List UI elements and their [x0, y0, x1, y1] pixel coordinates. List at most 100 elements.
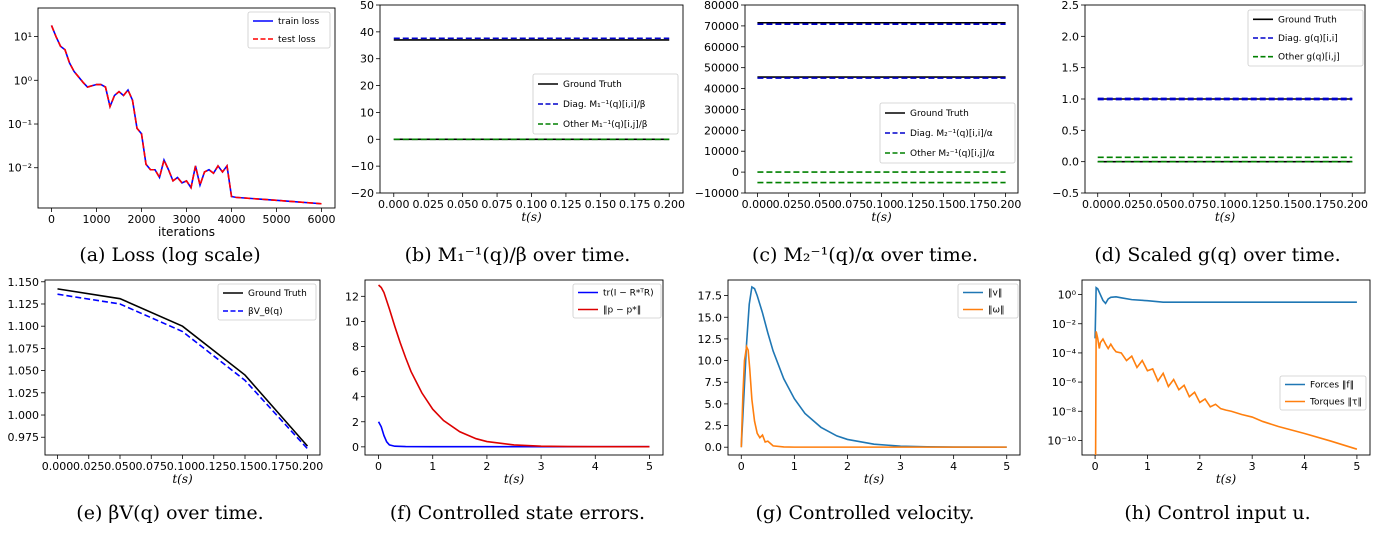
caption-h: (h) Control input u.	[1124, 502, 1311, 524]
series-line--	[740, 343, 1007, 448]
caption-a: (a) Loss (log scale)	[79, 244, 261, 266]
x-tick-label: 0	[738, 460, 745, 473]
panel-e: 0.000 0.025 0.050 0.075 0.100 0.125 0.150 0.175…	[0, 272, 340, 533]
legend-label: test loss	[278, 35, 316, 45]
legend-label: Diag. M₁⁻¹(q)[i,i]/β	[563, 100, 646, 110]
x-tick-label: 4000	[218, 213, 246, 226]
x-tick-label: 0.100	[516, 198, 548, 211]
legend-label: tr(I − R*ᵀR)	[603, 289, 654, 299]
y-tick-label: 10⁻²	[1052, 318, 1076, 331]
x-tick-label: 0.125	[198, 460, 230, 473]
chart-b: 0.000 0.025 0.050 0.075 0.100 0.125 0.150 0.175…	[351, 0, 685, 224]
y-tick-label: 8	[352, 340, 359, 353]
x-tick-label: 0.100	[167, 460, 199, 473]
y-tick-label: 70000	[704, 20, 739, 33]
y-tick-label: 10⁻⁶	[1052, 376, 1077, 389]
chart-c: 0.000 0.025 0.050 0.075 0.100 0.125 0.150 0.175…	[695, 0, 1022, 224]
x-tick-label: 0.125	[897, 198, 929, 211]
legend-label: Forces ‖f‖	[1310, 381, 1354, 391]
x-tick-label: 0	[48, 213, 55, 226]
y-tick-label: 10⁻¹⁰	[1047, 434, 1076, 447]
x-tick-label: 4	[950, 460, 957, 473]
y-tick-label: 10⁻⁸	[1052, 405, 1077, 418]
x-tick-label: 0.000	[42, 460, 74, 473]
x-axis-label: t(s)	[1215, 210, 1236, 224]
legend-label: Other M₂⁻¹(q)[i,j]/α	[910, 149, 995, 159]
chart-h: 0 1 2 3 4 5 10⁻¹⁰ 10⁻⁸ 10⁻⁶ 10⁻⁴ 10⁻² 10⁰ t(s) Forces…	[1047, 279, 1371, 486]
legend-box	[1247, 9, 1364, 67]
caption-c: (c) M₂⁻¹(q)/α over time.	[751, 244, 979, 266]
legend-label: Ground Truth	[910, 109, 969, 119]
x-tick-label: 5000	[263, 213, 291, 226]
x-tick-label: 5	[1003, 460, 1010, 473]
x-tick-label: 0.050	[1146, 198, 1178, 211]
x-tick-label: 3000	[173, 213, 201, 226]
series-line-ground-truth	[57, 288, 309, 447]
panel-d: 0.000 0.025 0.050 0.075 0.100 0.125 0.150 0.175…	[1040, 0, 1395, 275]
plot-frame	[1081, 279, 1371, 456]
x-tick-label: 3	[538, 460, 545, 473]
y-tick-label: 0.975	[8, 431, 40, 444]
y-tick-label: 50000	[704, 62, 739, 75]
y-tick-label: 1.5	[1062, 62, 1080, 75]
x-tick-label: 0.100	[866, 198, 898, 211]
y-tick-label: 5.0	[705, 398, 723, 411]
y-tick-label: 0	[352, 441, 359, 454]
legend-label: train loss	[278, 17, 320, 27]
legend-label: βV_θ(q)	[248, 307, 283, 317]
caption-f: (f) Controlled state errors.	[389, 502, 646, 524]
x-tick-label: 5	[1353, 460, 1360, 473]
x-tick-label: 0.175	[959, 198, 991, 211]
x-axis-label: t(s)	[172, 472, 193, 486]
chart-e: 0.000 0.025 0.050 0.075 0.100 0.125 0.150 0.175…	[8, 276, 324, 486]
legend-label: ‖v‖	[988, 289, 1002, 299]
y-tick-label: 0.0	[1062, 156, 1080, 169]
y-tick-label: 1.075	[8, 342, 40, 355]
x-tick-label: 0.150	[928, 198, 960, 211]
y-tick-label: 7.5	[705, 376, 723, 389]
x-tick-label: 1000	[83, 213, 111, 226]
x-tick-label: 0.050	[447, 198, 479, 211]
y-tick-label: −10	[351, 160, 374, 173]
y-tick-label: 10	[345, 315, 359, 328]
x-tick-label: 3	[897, 460, 904, 473]
legend-label: Ground Truth	[248, 289, 307, 299]
x-tick-label: 0.025	[773, 198, 805, 211]
x-tick-label: 0	[1092, 460, 1099, 473]
x-axis-label: t(s)	[1216, 472, 1237, 486]
x-tick-label: 0.175	[261, 460, 293, 473]
legend-label: ‖p − p*‖	[603, 306, 641, 316]
legend-label: Other M₁⁻¹(q)[i,j]/β	[563, 120, 648, 130]
y-tick-label: −20	[351, 187, 374, 200]
y-tick-label: 1.0	[1062, 93, 1080, 106]
y-tick-label: 80000	[704, 0, 739, 12]
legend-box	[532, 73, 679, 135]
x-tick-label: 0.000	[378, 198, 410, 211]
legend-label: Ground Truth	[1278, 15, 1337, 25]
y-tick-label: 0	[732, 166, 739, 179]
x-tick-label: 0.200	[292, 460, 324, 473]
y-tick-label: 50	[360, 0, 374, 12]
series-line-forces-f-	[1094, 286, 1357, 339]
y-tick-label: 0	[367, 133, 374, 146]
plot-frame	[744, 4, 1019, 194]
caption-e: (e) βV(q) over time.	[76, 502, 264, 524]
x-tick-label: 1	[429, 460, 436, 473]
y-tick-label: 10⁻²	[8, 162, 32, 175]
y-tick-label: 10.0	[698, 355, 723, 368]
x-tick-label: 2	[1196, 460, 1203, 473]
panel-a: 0 1000 2000 3000 4000 5000 6000 10⁻² 10⁻¹ 10⁰ 10¹ i…	[0, 0, 340, 275]
x-tick-label: 0.050	[104, 460, 136, 473]
legend-label: Ground Truth	[563, 80, 622, 90]
x-axis-label: t(s)	[504, 472, 525, 486]
x-axis-label: t(s)	[521, 210, 542, 224]
y-tick-label: −10000	[695, 187, 739, 200]
series-line-torques-	[1094, 331, 1358, 455]
y-tick-label: 10⁻⁴	[1052, 347, 1077, 360]
y-tick-label: 2	[352, 416, 359, 429]
x-axis-label: iterations	[158, 225, 215, 239]
panel-f: 0 1 2 3 4 5 0 2 4 6 8 10 12 t(s) tr(I − R*ᵀR) ‖p − p*‖ …	[345, 272, 690, 533]
caption-b: (b) M₁⁻¹(q)/β over time.	[404, 244, 631, 266]
y-tick-label: 10⁰	[14, 74, 33, 87]
x-tick-label: 0.025	[73, 460, 105, 473]
